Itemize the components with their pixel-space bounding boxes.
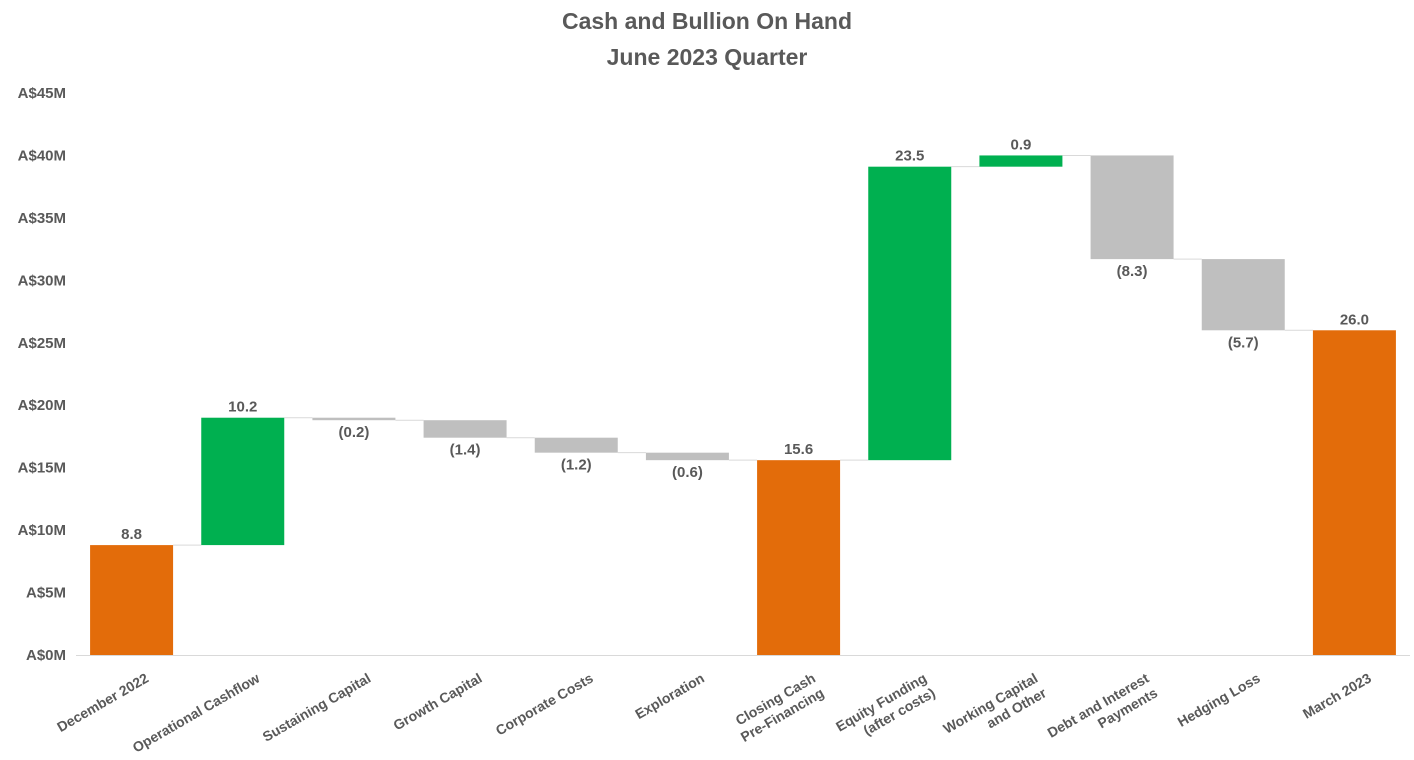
x-tick-label: Equity Funding(after costs)	[833, 670, 938, 739]
data-label: 15.6	[784, 441, 813, 458]
bar-total	[757, 460, 841, 655]
x-tick-label: Growth Capital	[390, 670, 484, 734]
bar-decrease	[534, 437, 618, 453]
x-tick-label: Exploration	[632, 670, 707, 722]
data-label: 26.0	[1340, 311, 1369, 328]
bar-increase	[868, 166, 952, 461]
x-tick-label: March 2023	[1300, 670, 1374, 722]
data-label: 8.8	[121, 526, 142, 543]
y-tick-label: A$40M	[18, 147, 66, 164]
x-tick-label-line: December 2022	[54, 670, 151, 735]
data-label: 10.2	[228, 399, 257, 416]
data-label: (5.7)	[1228, 334, 1259, 351]
x-tick-label-line: Sustaining Capital	[260, 670, 374, 745]
x-tick-label: Hedging Loss	[1175, 670, 1263, 730]
bar-decrease	[645, 452, 729, 461]
data-label: (0.6)	[672, 464, 703, 481]
bar-decrease	[1201, 259, 1285, 331]
y-tick-label: A$15M	[18, 460, 66, 477]
data-label: (1.2)	[561, 457, 592, 474]
x-tick-label: Sustaining Capital	[260, 670, 374, 745]
x-tick-label-line: March 2023	[1300, 670, 1374, 722]
bar-decrease	[1090, 155, 1174, 260]
x-tick-label-line: Corporate Costs	[493, 670, 596, 739]
bar-total	[90, 545, 174, 655]
x-tick-label-line: Growth Capital	[390, 670, 484, 734]
y-tick-label: A$25M	[18, 335, 66, 352]
bar-decrease	[312, 417, 396, 421]
y-tick-label: A$0M	[26, 647, 66, 664]
bar-total	[1312, 330, 1396, 655]
y-tick-label: A$20M	[18, 397, 66, 414]
data-label: (1.4)	[450, 442, 481, 459]
x-tick-label-line: Exploration	[632, 670, 707, 722]
bar-increase	[979, 155, 1063, 167]
bar-decrease	[423, 420, 507, 438]
data-label: (8.3)	[1117, 263, 1148, 280]
data-label: (0.2)	[338, 424, 369, 441]
x-tick-label-line: Hedging Loss	[1175, 670, 1263, 730]
y-tick-label: A$5M	[26, 585, 66, 602]
bar-increase	[201, 417, 285, 546]
x-tick-label: December 2022	[54, 670, 151, 735]
chart-subtitle: June 2023 Quarter	[606, 44, 808, 70]
chart-title: Cash and Bullion On Hand	[561, 8, 853, 34]
y-tick-label: A$10M	[18, 522, 66, 539]
y-tick-label: A$30M	[18, 272, 66, 289]
x-tick-label: Corporate Costs	[493, 670, 596, 739]
y-tick-label: A$45M	[18, 85, 66, 102]
data-label: 23.5	[895, 148, 924, 165]
data-label: 0.9	[1010, 136, 1031, 153]
y-tick-label: A$35M	[18, 210, 66, 227]
